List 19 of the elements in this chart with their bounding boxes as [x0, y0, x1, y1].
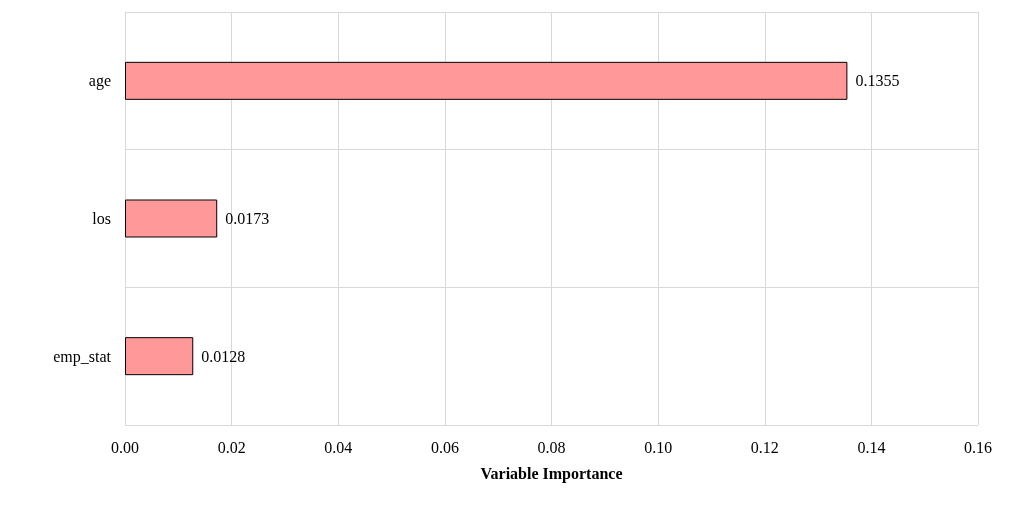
data-label: 0.1355	[855, 72, 900, 90]
x-tick-label: 0.06	[430, 438, 459, 456]
bar	[125, 61, 848, 100]
x-tick-label: 0.02	[217, 438, 246, 456]
bar	[125, 199, 218, 238]
y-tick-label: emp_stat	[53, 347, 112, 366]
data-label: 0.0128	[201, 347, 246, 365]
x-axis-title: Variable Importance	[480, 464, 623, 483]
bar	[125, 337, 194, 376]
x-tick-label: 0.12	[750, 438, 779, 456]
y-tick-label: los	[92, 210, 111, 227]
x-tick-label: 0.04	[324, 438, 353, 456]
x-tick-label: 0.10	[644, 438, 673, 456]
x-tick-label: 0.00	[111, 438, 139, 456]
x-tick-label: 0.16	[964, 438, 992, 456]
x-tick-label: 0.08	[537, 438, 566, 456]
data-label: 0.0173	[225, 210, 270, 227]
y-tick-label: age	[88, 72, 111, 91]
x-tick-label: 0.14	[857, 438, 886, 456]
